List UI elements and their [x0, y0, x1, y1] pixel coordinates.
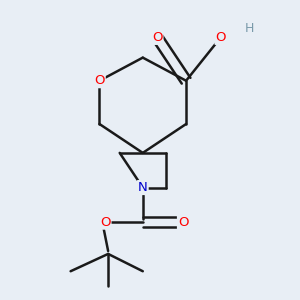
Text: N: N — [138, 181, 148, 194]
Text: H: H — [245, 22, 254, 35]
Text: O: O — [215, 31, 226, 44]
Text: O: O — [100, 216, 110, 229]
Text: O: O — [152, 31, 163, 44]
Text: O: O — [94, 74, 105, 87]
Text: O: O — [178, 216, 188, 229]
